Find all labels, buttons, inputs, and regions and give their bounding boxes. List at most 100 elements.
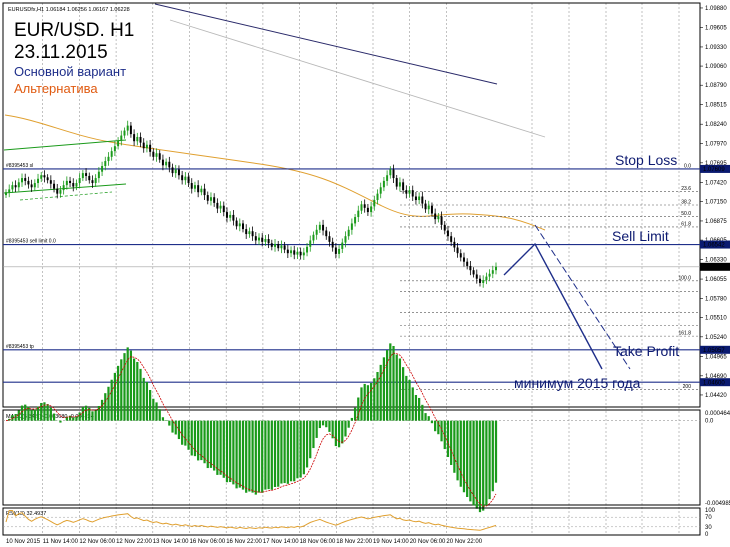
time-tick-label: 20 Nov 22:00 — [446, 539, 482, 545]
candle-body — [485, 276, 488, 281]
candle-body — [40, 175, 43, 179]
macd-signal-line — [5, 352, 497, 507]
candle-body — [171, 167, 174, 174]
price-box-label: 1.07609 — [703, 167, 725, 173]
candle-body — [91, 180, 94, 184]
price-tick-label: 1.04690 — [705, 374, 727, 380]
candle-body — [33, 183, 36, 188]
candle-body — [418, 196, 421, 201]
time-tick-label: 20 Nov 06:00 — [410, 539, 446, 545]
price-tick-label: 1.05240 — [705, 335, 727, 341]
price-tick-label: 1.08240 — [705, 122, 727, 128]
candle-body — [382, 180, 385, 188]
time-tick-label: 12 Nov 06:00 — [79, 539, 115, 545]
candle-body — [21, 178, 24, 183]
candle-body — [110, 151, 113, 157]
rsi-line-path — [5, 510, 497, 531]
price-pane[interactable] — [2, 2, 701, 408]
candle-body — [306, 246, 309, 253]
candle-body — [347, 229, 350, 237]
candle-body — [209, 197, 212, 201]
macd-tick-label: 0.000464 — [705, 411, 730, 417]
candle-body — [437, 216, 440, 220]
symbol-bar: EURUSDfx,H1 1.06184 1.06256 1.06167 1.06… — [8, 7, 130, 13]
candle-body — [434, 213, 437, 220]
candle-body — [258, 237, 260, 241]
candle-body — [219, 205, 222, 209]
candle-body — [206, 195, 209, 201]
time-tick-label: 11 Nov 14:00 — [43, 539, 79, 545]
order-line-label: #8395453 sell limit 0.0 — [6, 239, 56, 245]
fibonacci-level-label: 200 — [683, 384, 692, 390]
year-low-annotation: минимум 2015 года — [514, 375, 641, 391]
sell-limit-annotation: Sell Limit — [612, 228, 669, 244]
moving-average-lines — [4, 3, 546, 231]
price-box-label: 1.05057 — [703, 348, 725, 354]
candle-body — [270, 243, 273, 247]
candle-body — [193, 185, 196, 189]
candle-body — [117, 140, 120, 147]
candle-body — [299, 251, 302, 256]
price-tick-label: 1.08515 — [705, 103, 727, 109]
candle-body — [446, 230, 449, 237]
candle-body — [472, 270, 475, 275]
rsi-pane[interactable] — [2, 507, 701, 536]
candle-body — [165, 161, 168, 166]
candle-body — [120, 135, 123, 141]
candle-body — [53, 183, 56, 189]
time-tick-label: 19 Nov 14:00 — [373, 539, 409, 545]
candle-body — [235, 220, 238, 227]
fibonacci-level-label: 0.0 — [684, 163, 691, 169]
candle-body — [443, 224, 446, 231]
fibonacci-level-label: 50.0 — [681, 211, 691, 217]
candle-body — [216, 202, 219, 209]
candle-body — [197, 185, 200, 193]
price-box-label: 1.06542 — [703, 243, 725, 249]
candle-body — [126, 125, 129, 131]
candle-body — [174, 169, 177, 174]
time-tick-label: 16 Nov 22:00 — [226, 539, 262, 545]
price-tick-label: 1.08790 — [705, 83, 727, 89]
time-tick-label: 13 Nov 14:00 — [153, 539, 189, 545]
candle-body — [296, 251, 299, 255]
candle-body — [248, 231, 251, 235]
candle-body — [136, 136, 139, 142]
primary-variant-label: Основной вариант — [14, 64, 126, 79]
fibonacci-level-label: 161.8 — [678, 331, 691, 337]
candle-body — [104, 161, 107, 167]
candle-body — [78, 178, 81, 184]
candle-body — [142, 142, 145, 149]
ma-long-line — [154, 3, 498, 85]
candle-body — [113, 146, 116, 152]
macd-pane[interactable] — [2, 409, 701, 506]
time-tick-label: 12 Nov 22:00 — [116, 539, 152, 545]
channel-upper-line — [3, 139, 127, 151]
order-line-label: #8395453 tp — [6, 344, 34, 350]
price-tick-label: 1.09060 — [705, 64, 727, 70]
candle-body — [85, 173, 88, 176]
price-tick-label: 1.04965 — [705, 354, 727, 360]
candle-body — [469, 265, 472, 271]
price-tick-label: 1.05510 — [705, 316, 727, 322]
candle-body — [421, 196, 424, 204]
candle-body — [450, 236, 453, 242]
candle-body — [398, 182, 401, 187]
candle-body — [75, 183, 78, 187]
candle-body — [334, 247, 337, 254]
alternative-forecast-line — [534, 224, 631, 370]
candle-body — [30, 184, 33, 188]
candle-body — [129, 125, 132, 135]
candle-body — [395, 178, 398, 187]
take-profit-annotation: Take Profit — [613, 343, 679, 359]
candle-body — [427, 205, 430, 210]
candle-body — [190, 183, 193, 189]
candle-body — [424, 203, 427, 210]
candle-body — [478, 278, 481, 283]
fibonacci-level-label: 38.2 — [681, 200, 691, 206]
time-tick-label: 18 Nov 06:00 — [300, 539, 336, 545]
time-axis: 10 Nov 2015 11 Nov 14:00 12 Nov 06:00 12 No… — [6, 539, 483, 545]
ma-short-line — [4, 114, 546, 231]
candle-body — [49, 180, 52, 184]
candle-body — [242, 223, 244, 230]
